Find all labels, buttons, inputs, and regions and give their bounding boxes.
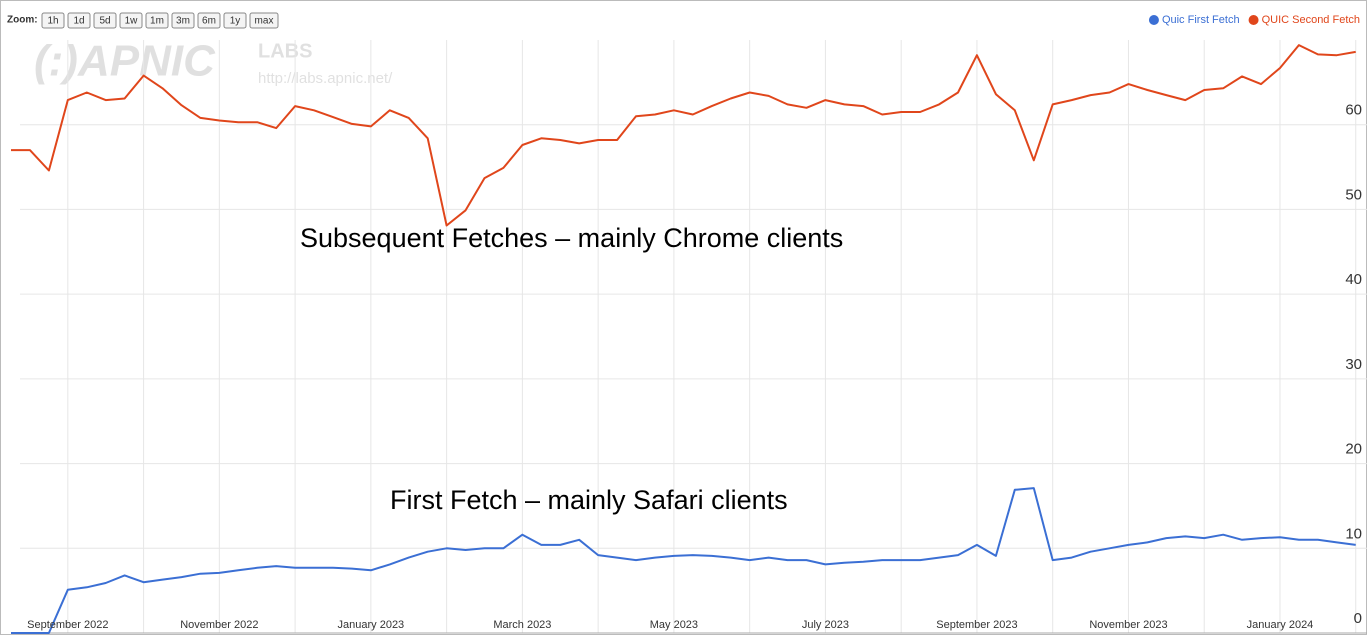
x-tick-label: May 2023 — [650, 619, 698, 631]
watermark-labs: LABS — [258, 40, 312, 62]
legend-label: Quic First Fetch — [1162, 14, 1240, 26]
legend-label: QUIC Second Fetch — [1262, 14, 1360, 26]
x-tick-label: July 2023 — [802, 619, 849, 631]
y-tick-label: 50 — [1345, 186, 1362, 203]
y-tick-label: 0 — [1354, 610, 1362, 627]
x-tick-label: September 2023 — [936, 619, 1017, 631]
zoom-button-label[interactable]: 1w — [125, 16, 139, 27]
zoom-button-box[interactable] — [145, 12, 169, 29]
x-tick-label: November 2022 — [180, 619, 258, 631]
y-tick-label: 60 — [1345, 102, 1362, 119]
legend-marker — [1148, 15, 1159, 25]
annotation: First Fetch – mainly Safari clients — [390, 485, 788, 515]
y-tick-label: 30 — [1345, 356, 1362, 373]
zoom-button[interactable]: 1m — [145, 12, 169, 29]
series-line — [11, 44, 1356, 227]
zoom-label: Zoom: — [7, 15, 38, 26]
y-tick-label: 10 — [1345, 525, 1362, 542]
zoom-button[interactable]: 6m — [197, 12, 221, 29]
lines — [11, 44, 1356, 634]
y-tick-label: 20 — [1345, 441, 1362, 458]
x-tick-label: September 2022 — [27, 619, 108, 631]
x-tick-label: November 2023 — [1089, 619, 1167, 631]
zoom-button-box[interactable] — [171, 12, 195, 29]
zoom-button[interactable]: max — [249, 12, 279, 29]
zoom-button[interactable]: 5d — [93, 12, 117, 29]
zoom-button-label[interactable]: 1m — [150, 16, 164, 27]
zoom-button[interactable]: 1w — [119, 12, 143, 29]
zoom-button[interactable]: 3m — [171, 12, 195, 29]
labels: 0 10 20 30 40 50 60 September 2022 November 2022… — [27, 102, 1362, 631]
zoom-button-label[interactable]: 6m — [202, 16, 216, 27]
zoom-button-label[interactable]: 1h — [47, 16, 58, 27]
zoom-button-label[interactable]: 1d — [73, 16, 84, 27]
zoom-button[interactable]: 1d — [67, 12, 91, 29]
x-tick-label: January 2023 — [338, 619, 405, 631]
zoom-buttons: 1h 1d 5d 1w 1m 3m 6m 1y max — [41, 12, 279, 29]
zoom-button-label[interactable]: 5d — [99, 16, 110, 27]
zoom-button-box[interactable] — [249, 12, 279, 29]
x-tick-label: March 2023 — [493, 619, 551, 631]
zoom-button[interactable]: 1h — [41, 12, 65, 29]
zoom-button-label[interactable]: 1y — [230, 16, 241, 27]
series-line — [11, 487, 1356, 634]
legend-marker — [1248, 15, 1259, 25]
zoom-button-box[interactable] — [67, 12, 91, 29]
zoom-button-label[interactable]: 3m — [176, 16, 190, 27]
zoom-button-label[interactable]: max — [255, 16, 274, 27]
zoom-button[interactable]: 1y — [223, 12, 247, 29]
x-tick-label: January 2024 — [1247, 619, 1314, 631]
zoom-button-box[interactable] — [41, 12, 65, 29]
legend: QUIC Second Fetch Quic First Fetch — [1148, 14, 1360, 26]
watermark-logo: (:)APNIC — [34, 37, 216, 86]
watermark-url: http://labs.apnic.net/ — [258, 70, 393, 87]
zoom-button-box[interactable] — [119, 12, 143, 29]
y-tick-label: 40 — [1345, 271, 1362, 288]
zoom-button-box[interactable] — [93, 12, 117, 29]
grid — [20, 40, 1367, 634]
zoom-button-box[interactable] — [197, 12, 221, 29]
zoom-button-box[interactable] — [223, 12, 247, 29]
watermark: (:)APNIC LABS http://labs.apnic.net/ — [34, 37, 393, 87]
annotation: Subsequent Fetches – mainly Chrome clien… — [300, 223, 843, 253]
